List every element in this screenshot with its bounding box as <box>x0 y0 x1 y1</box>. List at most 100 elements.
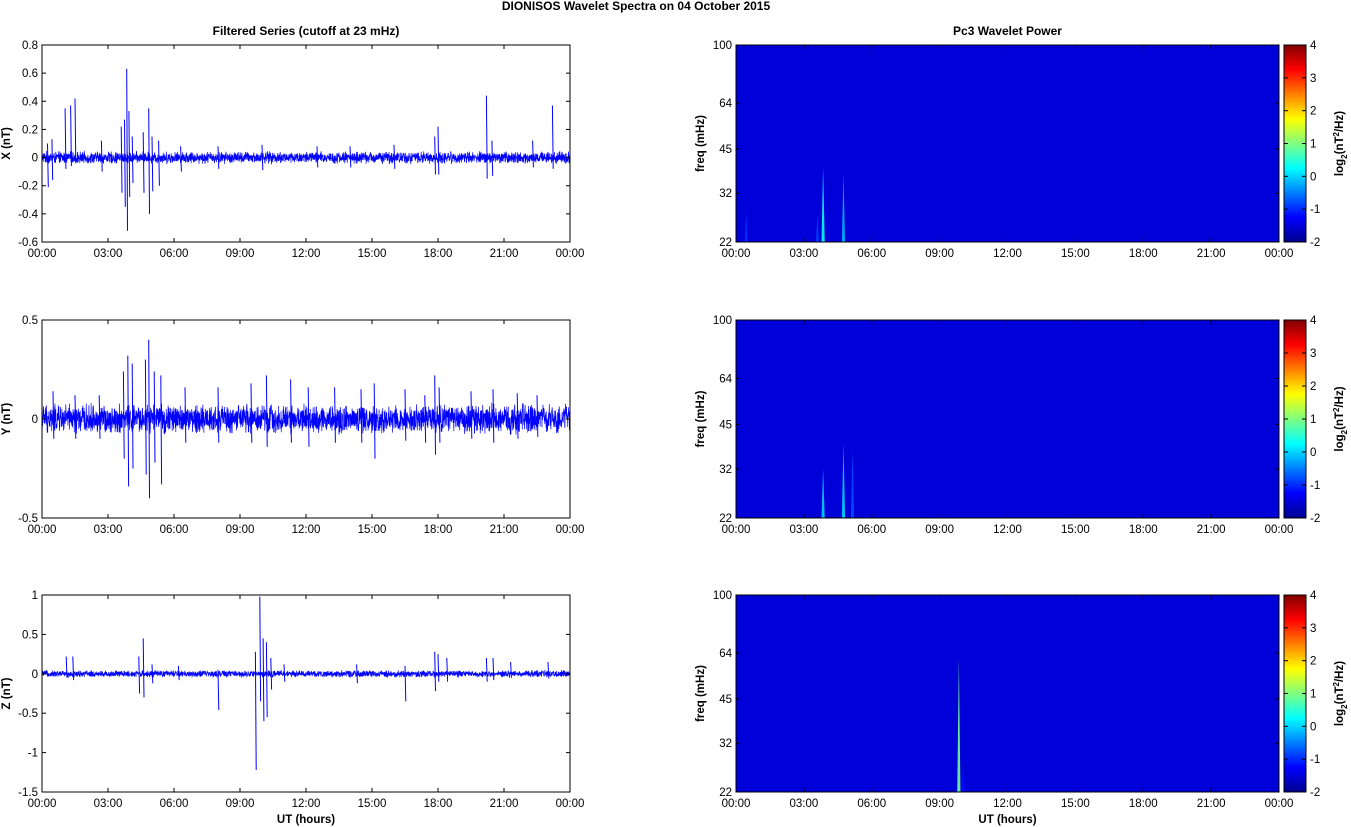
colorbar-tick-label: 2 <box>1310 656 1316 668</box>
x-tick-label: 00:00 <box>722 248 751 260</box>
signal-spike <box>128 111 131 197</box>
x-tick-label: 15:00 <box>358 798 387 810</box>
colorbar-tick-label: 0 <box>1310 721 1316 733</box>
signal-trace <box>41 402 571 435</box>
signal-trace <box>41 669 571 679</box>
y-tick-label: 64 <box>719 648 732 660</box>
y-tick-label: 100 <box>713 315 732 327</box>
colorbar-tick-label: 4 <box>1310 40 1317 52</box>
y-tick-label: -0.2 <box>18 181 38 193</box>
y-tick-label: 45 <box>719 419 732 431</box>
y-axis-label: freq (mHz) <box>695 115 707 172</box>
colorbar-tick-label: -1 <box>1310 754 1320 766</box>
x-tick-label: 15:00 <box>358 524 387 536</box>
x-tick-label: 06:00 <box>857 524 886 536</box>
colorbar-tick-label: 1 <box>1310 139 1316 151</box>
panel-title: Filtered Series (cutoff at 23 mHz) <box>213 24 400 38</box>
signal-spike <box>270 658 273 690</box>
signal-spike <box>265 642 268 718</box>
power-feature <box>961 760 965 792</box>
signal-spike <box>64 108 67 169</box>
colorbar-tick-label: 3 <box>1310 348 1316 360</box>
power-feature <box>821 469 825 518</box>
x-axis-label: UT (hours) <box>277 814 335 826</box>
signal-spike <box>217 146 220 169</box>
y-tick-label: 22 <box>719 513 732 525</box>
y-tick-label: 100 <box>713 40 732 52</box>
signal-spike <box>52 391 55 439</box>
signal-spike <box>485 95 488 179</box>
power-feature <box>744 210 748 242</box>
y-tick-label: 45 <box>719 144 732 156</box>
signal-spike <box>446 658 449 682</box>
x-tick-label: 18:00 <box>424 248 453 260</box>
signal-spike <box>74 98 77 164</box>
x-tick-label: 12:00 <box>292 798 321 810</box>
x-tick-label: 18:00 <box>424 798 453 810</box>
y-tick-label: -0.5 <box>18 513 38 525</box>
x-tick-label: 03:00 <box>94 248 123 260</box>
signal-spike <box>373 383 376 459</box>
colorbar-tick-label: 4 <box>1310 590 1317 602</box>
y-tick-label: 45 <box>719 694 732 706</box>
signal-spike <box>250 383 253 443</box>
x-tick-label: 21:00 <box>1197 798 1226 810</box>
x-tick-label: 06:00 <box>160 798 189 810</box>
y-axis-label: freq (mHz) <box>695 390 707 447</box>
x-tick-label: 18:00 <box>1129 798 1158 810</box>
x-tick-label: 09:00 <box>226 798 255 810</box>
y-tick-label: 22 <box>719 787 732 799</box>
signal-spike <box>124 119 126 207</box>
signal-spike <box>437 654 440 682</box>
colorbar-tick-label: -2 <box>1310 787 1320 799</box>
x-tick-label: 12:00 <box>993 248 1022 260</box>
signal-spike <box>404 665 407 702</box>
y-tick-label: 0.2 <box>22 124 38 136</box>
x-tick-label: 06:00 <box>857 248 886 260</box>
signal-spike <box>492 389 495 443</box>
x-tick-label: 21:00 <box>490 524 519 536</box>
y-tick-label: 0.4 <box>22 96 39 108</box>
signal-spike <box>254 651 257 770</box>
x-tick-label: 12:00 <box>993 524 1022 536</box>
x-axis-label: UT (hours) <box>978 814 1036 826</box>
x-tick-label: 09:00 <box>925 524 954 536</box>
y-axis-label: Y (nT) <box>1 403 13 436</box>
x-tick-label: 21:00 <box>490 248 519 260</box>
signal-spike <box>334 387 336 443</box>
colorbar-tick-label: 3 <box>1310 623 1316 635</box>
y-tick-label: 0 <box>32 669 38 681</box>
colorbar-tick-label: 2 <box>1310 106 1316 118</box>
y-tick-label: 0.5 <box>22 629 38 641</box>
signal-spike <box>536 395 539 437</box>
colorbar-tick-label: -1 <box>1310 204 1320 216</box>
signal-spike <box>131 363 134 469</box>
signal-spike <box>404 389 407 441</box>
signal-spike <box>151 664 154 684</box>
y-tick-label: 0.5 <box>22 315 38 327</box>
x-tick-label: 12:00 <box>993 798 1022 810</box>
x-tick-label: 00:00 <box>722 524 751 536</box>
x-tick-label: 18:00 <box>1129 248 1158 260</box>
power-feature <box>841 174 846 242</box>
x-tick-label: 15:00 <box>358 248 387 260</box>
colorbar-tick-label: -2 <box>1310 513 1320 525</box>
x-tick-label: 15:00 <box>1061 798 1090 810</box>
figure-title: DIONISOS Wavelet Spectra on 04 October 2… <box>502 0 771 13</box>
x-tick-label: 00:00 <box>28 524 57 536</box>
signal-spike <box>144 359 147 475</box>
signal-spike <box>74 395 77 439</box>
signal-spike <box>98 395 101 439</box>
power-feature <box>850 450 855 518</box>
x-tick-label: 06:00 <box>160 524 189 536</box>
signal-spike <box>126 68 128 231</box>
signal-spike <box>424 395 427 443</box>
signal-spike <box>100 140 103 172</box>
power-feature <box>815 215 820 242</box>
signal-spike <box>127 355 130 487</box>
signal-spike <box>349 146 352 168</box>
x-tick-label: 15:00 <box>1061 524 1090 536</box>
y-tick-label: 0.6 <box>22 68 38 80</box>
signal-spike <box>393 144 396 169</box>
signal-spike <box>551 105 554 169</box>
